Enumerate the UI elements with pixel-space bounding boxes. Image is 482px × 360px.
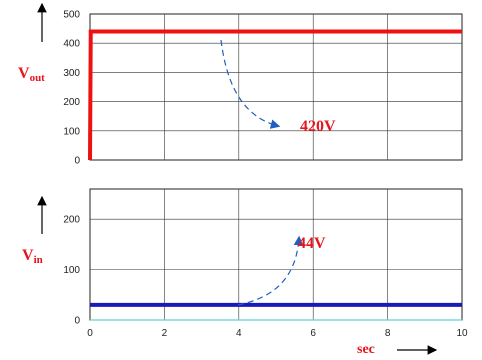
x-tick-label: 8 [385,328,391,339]
top-ylabel-sub: out [30,72,46,84]
top-annotation: 420V [300,118,336,135]
top-ylabel-main: V [18,65,30,82]
x-tick-label: 4 [236,328,242,339]
bottom-ylabel: Vin [22,247,43,266]
bottom-plot-frame [89,188,463,321]
bottom-annotation: 44V [298,235,326,252]
bottom-plot: 0 100 200 0 2 4 6 8 10 Vin 44V sec [22,188,468,357]
y-tick-label: 0 [74,316,80,327]
y-tick-label: 300 [63,68,80,79]
bottom-ylabel-main: V [22,247,34,264]
series-line-1 [88,29,462,161]
x-tick-label: 10 [456,328,468,339]
bottom-y-tick-labels: 0 100 200 [63,215,80,327]
y-tick-label: 500 [63,10,80,21]
bottom-x-tick-labels: 0 2 4 6 8 10 [87,328,468,339]
y-tick-label: 100 [63,265,80,276]
top-ylabel: Vout [18,65,45,84]
y-tick-label: 0 [74,156,80,167]
bottom-annotation-arrow [237,235,304,306]
bottom-grid [90,189,462,320]
top-annotation-arrow [220,39,281,129]
top-plot-frame [89,13,463,161]
top-plot: 0 100 200 300 400 500 Vout 420V [18,2,463,167]
top-y-tick-labels: 0 100 200 300 400 500 [63,10,80,167]
bottom-series [90,302,462,321]
y-tick-label: 100 [63,126,80,137]
y-tick-label: 400 [63,39,80,50]
x-tick-label: 2 [162,328,168,339]
bottom-ylabel-sub: in [34,254,43,266]
top-grid [90,14,462,160]
top-series [88,29,462,161]
x-axis-label: sec [357,342,375,357]
y-tick-label: 200 [63,97,80,108]
y-tick-label: 200 [63,215,80,226]
x-tick-label: 6 [310,328,316,339]
x-tick-label: 0 [87,328,93,339]
